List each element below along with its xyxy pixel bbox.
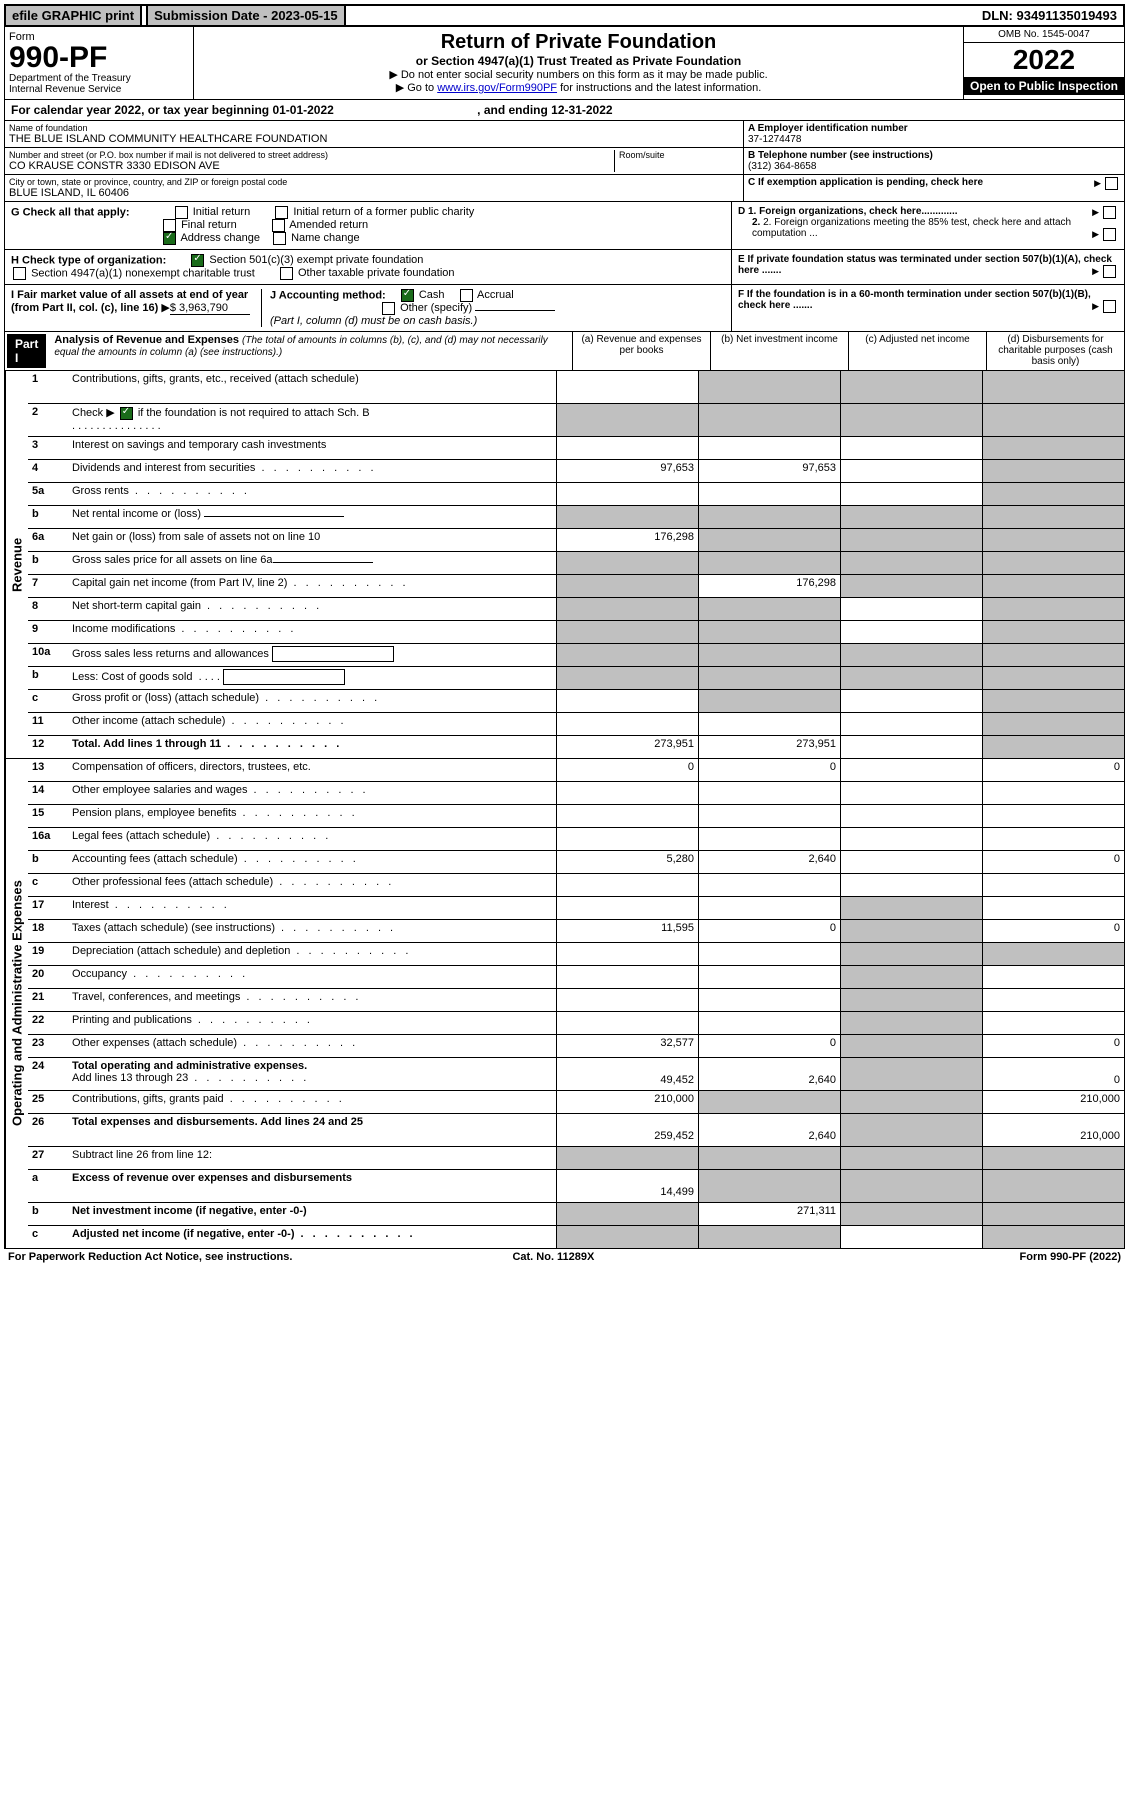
page-footer: For Paperwork Reduction Act Notice, see … (4, 1249, 1125, 1265)
revenue-section: Revenue 1Contributions, gifts, grants, e… (4, 371, 1125, 759)
fmv-value: $ 3,963,790 (170, 302, 250, 315)
address-cell: Number and street (or P.O. box number if… (5, 148, 743, 175)
4947-checkbox[interactable] (13, 267, 26, 280)
irs-link[interactable]: www.irs.gov/Form990PF (437, 82, 557, 94)
initial-former-checkbox[interactable] (275, 206, 288, 219)
foreign-85-checkbox[interactable] (1103, 228, 1116, 241)
accrual-checkbox[interactable] (460, 289, 473, 302)
form-header: Form 990-PF Department of the Treasury I… (4, 27, 1125, 100)
top-bar: efile GRAPHIC print Submission Date - 20… (4, 4, 1125, 27)
form-subtitle: or Section 4947(a)(1) Trust Treated as P… (198, 54, 959, 68)
part1-header-row: Part I Analysis of Revenue and Expenses … (4, 332, 1125, 371)
col-b-header: (b) Net investment income (710, 332, 848, 370)
telephone-cell: B Telephone number (see instructions) (3… (744, 148, 1124, 175)
section-h: H Check type of organization: Section 50… (4, 250, 1125, 285)
instr-ssn: ▶ Do not enter social security numbers o… (198, 68, 959, 81)
form-title: Return of Private Foundation (198, 31, 959, 54)
name-change-checkbox[interactable] (273, 232, 286, 245)
col-a-header: (a) Revenue and expenses per books (572, 332, 710, 370)
dln-number: DLN: 93491135019493 (976, 6, 1123, 25)
foundation-info: Name of foundation THE BLUE ISLAND COMMU… (4, 121, 1125, 202)
header-right: OMB No. 1545-0047 2022 Open to Public In… (963, 27, 1124, 99)
ein-cell: A Employer identification number 37-1274… (744, 121, 1124, 148)
dept-irs: Internal Revenue Service (9, 84, 189, 95)
col-c-header: (c) Adjusted net income (848, 332, 986, 370)
expenses-side-label: Operating and Administrative Expenses (5, 759, 28, 1248)
other-method-checkbox[interactable] (382, 302, 395, 315)
section-g: G Check all that apply: Initial return I… (4, 202, 1125, 250)
calendar-year: For calendar year 2022, or tax year begi… (4, 100, 1125, 121)
address-change-checkbox[interactable] (163, 232, 176, 245)
dept-treasury: Department of the Treasury (9, 73, 189, 84)
amended-return-checkbox[interactable] (272, 219, 285, 232)
initial-return-checkbox[interactable] (175, 206, 188, 219)
instr-goto: ▶ Go to www.irs.gov/Form990PF for instru… (198, 81, 959, 94)
open-inspection: Open to Public Inspection (964, 77, 1124, 95)
expenses-section: Operating and Administrative Expenses 13… (4, 759, 1125, 1249)
section-i: I Fair market value of all assets at end… (4, 285, 1125, 332)
form-number: 990-PF (9, 43, 189, 73)
60-month-checkbox[interactable] (1103, 300, 1116, 313)
status-terminated-checkbox[interactable] (1103, 265, 1116, 278)
foundation-name-cell: Name of foundation THE BLUE ISLAND COMMU… (5, 121, 743, 148)
header-center: Return of Private Foundation or Section … (194, 27, 963, 99)
part1-label: Part I (7, 334, 46, 368)
exemption-checkbox[interactable] (1105, 177, 1118, 190)
city-cell: City or town, state or province, country… (5, 175, 743, 201)
col-d-header: (d) Disbursements for charitable purpose… (986, 332, 1124, 370)
submission-date: Submission Date - 2023-05-15 (146, 6, 346, 25)
501c3-checkbox[interactable] (191, 254, 204, 267)
form-ref: Form 990-PF (2022) (1020, 1251, 1121, 1263)
tax-year: 2022 (964, 43, 1124, 77)
cash-checkbox[interactable] (401, 289, 414, 302)
omb-number: OMB No. 1545-0047 (964, 27, 1124, 43)
schb-checkbox[interactable] (120, 407, 133, 420)
foreign-org-checkbox[interactable] (1103, 206, 1116, 219)
cat-number: Cat. No. 11289X (512, 1251, 594, 1263)
header-left: Form 990-PF Department of the Treasury I… (5, 27, 194, 99)
efile-label[interactable]: efile GRAPHIC print (6, 6, 142, 25)
other-taxable-checkbox[interactable] (280, 267, 293, 280)
exemption-cell: C If exemption application is pending, c… (744, 175, 1124, 190)
revenue-side-label: Revenue (5, 371, 28, 758)
paperwork-notice: For Paperwork Reduction Act Notice, see … (8, 1251, 292, 1263)
